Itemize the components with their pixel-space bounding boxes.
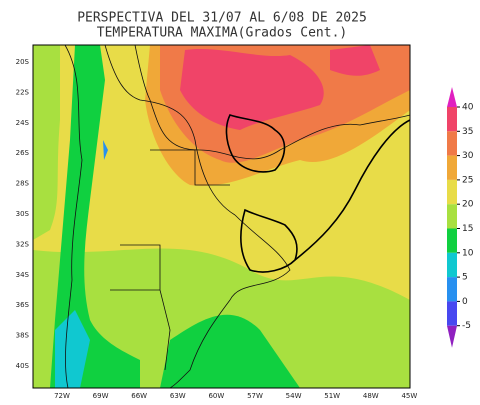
colorbar-label: -5 bbox=[462, 321, 471, 331]
lat-label: 28S bbox=[16, 180, 30, 188]
colorbar-band bbox=[447, 204, 457, 229]
lat-label: 32S bbox=[16, 240, 30, 248]
lon-label: 72W bbox=[54, 392, 70, 400]
colorbar-label: 20 bbox=[462, 200, 474, 210]
coast-chile bbox=[64, 44, 83, 389]
colorbar-band bbox=[447, 179, 457, 205]
colorbar-arrow bbox=[447, 325, 457, 348]
colorbar-band bbox=[447, 301, 457, 326]
temperature-field bbox=[33, 45, 410, 388]
lon-label: 63W bbox=[170, 392, 186, 400]
lat-label: 38S bbox=[16, 332, 30, 340]
lat-label: 26S bbox=[16, 149, 30, 157]
lat-label: 24S bbox=[16, 119, 30, 127]
field-10-15 bbox=[50, 45, 140, 388]
coast-brazil bbox=[294, 119, 411, 261]
field-35-40 bbox=[330, 45, 380, 76]
field-15-20 bbox=[33, 45, 60, 240]
lat-label: 36S bbox=[16, 301, 30, 309]
colorbar-band bbox=[447, 277, 457, 302]
lon-label: 51W bbox=[324, 392, 340, 400]
colorbar-label: 30 bbox=[462, 151, 474, 161]
lat-label: 20S bbox=[16, 58, 30, 66]
province-line bbox=[110, 149, 230, 371]
map-frame bbox=[32, 44, 411, 389]
colorbar-band bbox=[447, 252, 457, 278]
colorbar-arrow bbox=[447, 87, 457, 107]
lat-label: 40S bbox=[16, 362, 30, 370]
border-paraguay bbox=[225, 114, 286, 173]
colorbar-band bbox=[447, 155, 457, 180]
colorbar-label: 10 bbox=[462, 248, 474, 258]
colorbar-band bbox=[447, 107, 457, 132]
field-35-40 bbox=[180, 48, 324, 131]
colorbar-band bbox=[447, 131, 457, 156]
lon-label: 66W bbox=[131, 392, 147, 400]
lon-label: 45W bbox=[401, 392, 417, 400]
coast-argentina bbox=[169, 214, 291, 389]
colorbar-label: 0 bbox=[462, 297, 468, 307]
subtitle: TEMPERATURA MAXIMA(Grados Cent.) bbox=[97, 26, 347, 41]
colorbar-label: 25 bbox=[462, 175, 473, 185]
colorbar-band bbox=[447, 228, 457, 253]
field-5-10 bbox=[55, 310, 90, 388]
lon-label: 48W bbox=[363, 392, 379, 400]
border-line bbox=[134, 44, 411, 160]
border-line bbox=[104, 44, 236, 216]
lat-label: 30S bbox=[16, 210, 30, 218]
lon-label: 60W bbox=[208, 392, 224, 400]
lon-label: 69W bbox=[93, 392, 109, 400]
lat-label: 34S bbox=[16, 271, 30, 279]
colorbar-label: 40 bbox=[462, 103, 474, 113]
field-0-5 bbox=[103, 140, 108, 160]
colorbar-label: 15 bbox=[462, 224, 473, 234]
lon-label: 54W bbox=[286, 392, 302, 400]
lat-label: 22S bbox=[16, 88, 30, 96]
borders bbox=[64, 44, 411, 389]
title: PERSPECTIVA DEL 31/07 AL 6/08 DE 2025 bbox=[77, 11, 367, 26]
lon-label: 57W bbox=[247, 392, 263, 400]
field-10-15 bbox=[160, 314, 300, 388]
border-uruguay bbox=[240, 208, 298, 273]
colorbar-label: 5 bbox=[462, 273, 468, 283]
colorbar-label: 35 bbox=[462, 127, 473, 137]
